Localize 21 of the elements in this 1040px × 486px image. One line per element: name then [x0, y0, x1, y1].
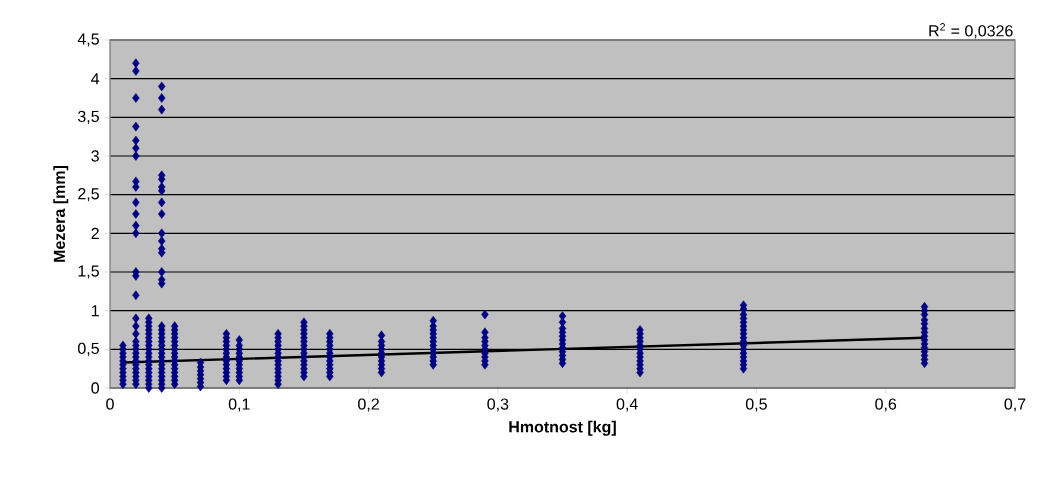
x-tick-label: 0,2	[358, 398, 379, 412]
y-tick-label: 3	[91, 150, 99, 162]
y-tick-label: 1,5	[78, 265, 99, 279]
x-tick-label: 0,6	[875, 398, 897, 412]
text: R$^{2}$ = 0,0326	[929, 23, 1013, 39]
y-tick-label: 1	[91, 305, 99, 317]
y-axis-title: Mezera [mm]	[53, 166, 69, 262]
y-tick-label: 3,5	[77, 110, 99, 124]
y-tick-label: 4,5	[77, 33, 99, 47]
x-tick-label: 0	[106, 398, 114, 410]
x-axis-title: Hmotnost [kg]	[509, 420, 616, 436]
y-tick-label: 2	[91, 227, 99, 239]
x-tick-label: 0,7	[1004, 398, 1026, 412]
x-tick-label: 0,4	[616, 398, 638, 412]
x-tick-label: 0,5	[745, 398, 767, 412]
x-tick-label: 0,1	[228, 398, 250, 412]
x-tick-label: 0,3	[487, 398, 509, 412]
y-tick-label: 4	[91, 73, 100, 85]
y-tick-label: 0,5	[78, 342, 99, 356]
y-tick-label: 2,5	[78, 188, 99, 202]
y-tick-label: 0	[91, 382, 99, 394]
